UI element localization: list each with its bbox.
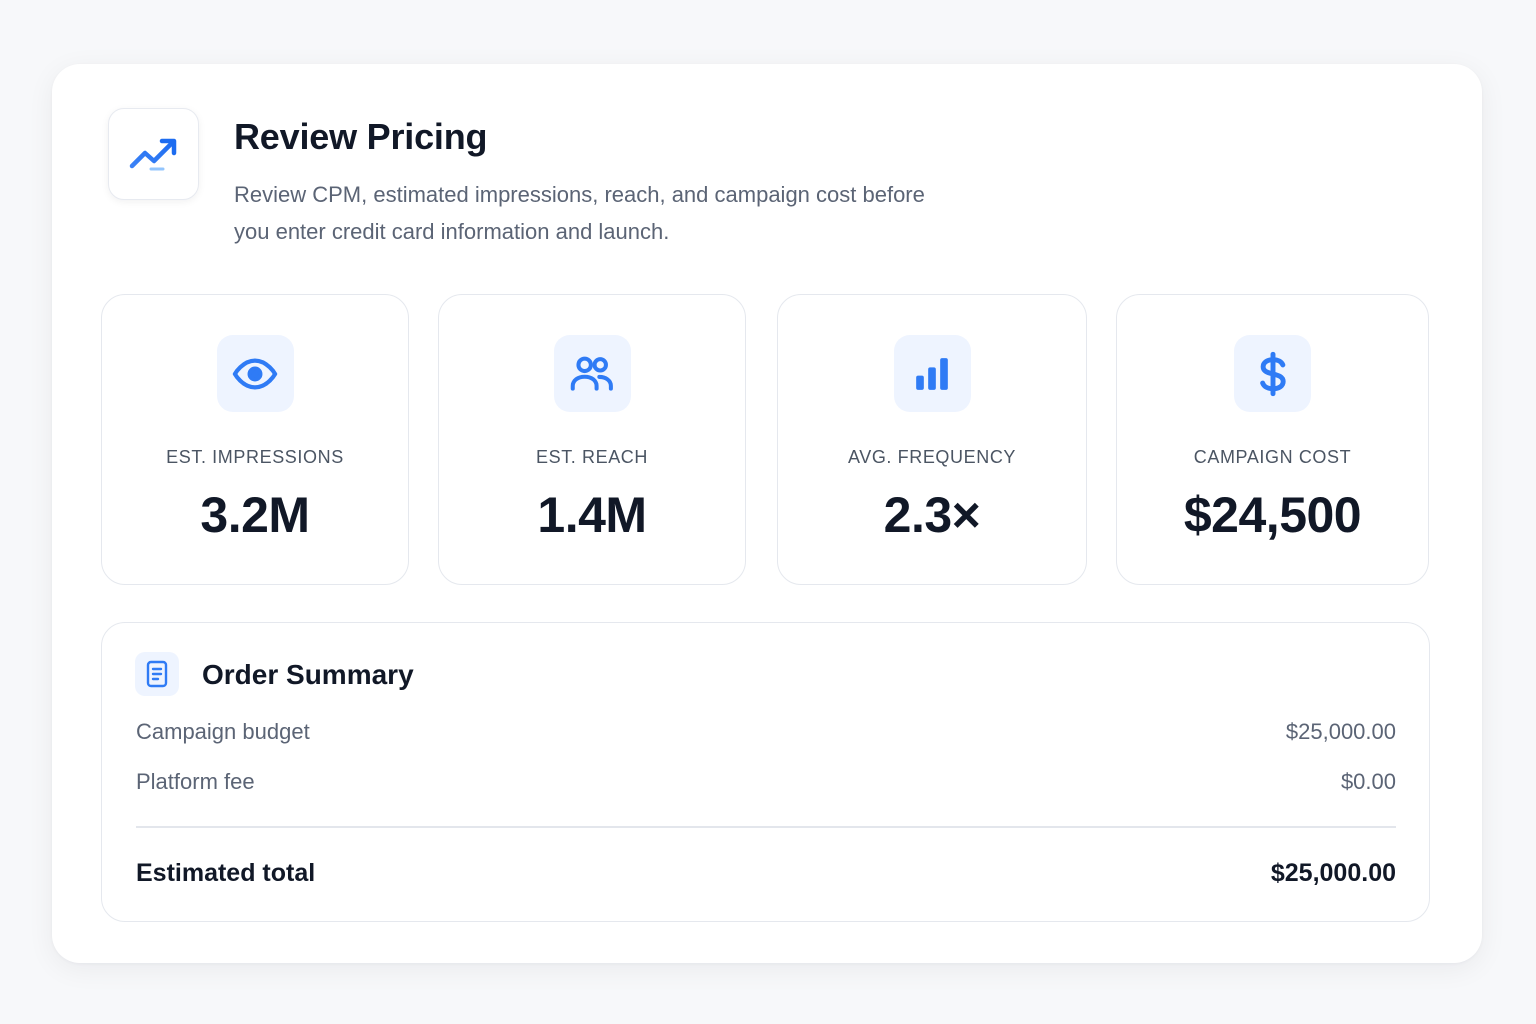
order-summary: Order Summary Campaign budget $25,000.00… [101, 622, 1430, 922]
summary-row-value: $25,000.00 [1285, 719, 1396, 744]
metric-card-reach: EST. REACH 1.4M [438, 294, 746, 585]
metric-card-campaign-cost: CAMPAIGN COST $24,500 [1116, 294, 1429, 585]
metric-label: AVG. FREQUENCY [847, 447, 1017, 467]
metric-label: EST. IMPRESSIONS [166, 447, 344, 467]
summary-row-total: Estimated total $25,000.00 [136, 859, 1396, 888]
metric-value: 1.4M [537, 487, 647, 543]
total-label: Estimated total [136, 859, 316, 887]
summary-row-value: $0.00 [1340, 769, 1396, 794]
document-icon [135, 652, 179, 696]
page-subtitle: Review CPM, estimated impressions, reach… [234, 182, 925, 244]
users-icon [553, 335, 631, 412]
eye-icon [216, 335, 294, 412]
review-pricing-card: Review Pricing Review CPM, estimated imp… [52, 64, 1482, 963]
summary-divider [136, 826, 1396, 828]
trending-up-icon [108, 108, 199, 200]
total-value: $25,000.00 [1270, 859, 1396, 887]
metric-value: 3.2M [200, 487, 310, 543]
metric-card-impressions: EST. IMPRESSIONS 3.2M [101, 294, 409, 585]
summary-row-platform-fee: Platform fee $0.00 [136, 769, 1396, 795]
page-title: Review Pricing [234, 116, 488, 157]
metric-label: EST. REACH [535, 447, 649, 467]
metrics-row: EST. IMPRESSIONS 3.2M EST. REACH 1.4M [101, 294, 1430, 585]
metric-label: CAMPAIGN COST [1193, 447, 1352, 467]
summary-row-budget: Campaign budget $25,000.00 [136, 719, 1396, 745]
order-summary-title: Order Summary [202, 659, 414, 690]
summary-row-label: Campaign budget [136, 719, 310, 744]
metric-value: $24,500 [1183, 487, 1362, 543]
metric-card-frequency: AVG. FREQUENCY 2.3× [777, 294, 1087, 585]
bar-chart-icon [893, 335, 971, 412]
metric-value: 2.3× [883, 487, 981, 543]
summary-row-label: Platform fee [136, 769, 255, 794]
dollar-icon [1234, 335, 1311, 412]
